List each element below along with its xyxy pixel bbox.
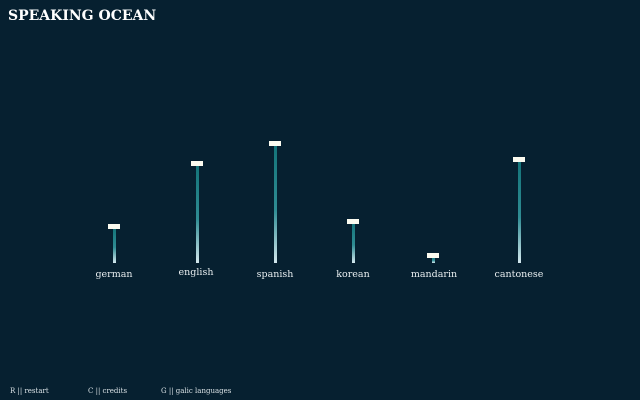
bar-stem [432, 257, 435, 263]
control-hint: C || credits [88, 387, 127, 395]
bar-cap [513, 157, 525, 162]
control-hint: G || galic languages [161, 387, 232, 395]
language-label: german [95, 269, 132, 280]
language-label: korean [336, 269, 369, 280]
language-label: mandarin [411, 269, 457, 280]
game-title: SPEAKING OCEAN [8, 8, 156, 24]
language-label: spanish [257, 269, 294, 280]
bar-cap [191, 161, 203, 166]
language-labels: german english spanish korean mandarin c… [95, 267, 543, 280]
bar-stem [113, 228, 116, 263]
bar-cap [108, 224, 120, 229]
bar-stem [352, 223, 355, 263]
bar-stem [196, 165, 199, 263]
bar-stem [274, 145, 277, 263]
control-hint: R || restart [10, 387, 49, 395]
language-label: cantonese [495, 269, 544, 280]
bar-cap [427, 253, 439, 258]
bar-cap [347, 219, 359, 224]
language-label: english [179, 267, 214, 278]
controls: R || restart C || credits G || galic lan… [10, 387, 232, 395]
bar-cap [269, 141, 281, 146]
bars [108, 141, 525, 263]
bar-stem [518, 161, 521, 263]
